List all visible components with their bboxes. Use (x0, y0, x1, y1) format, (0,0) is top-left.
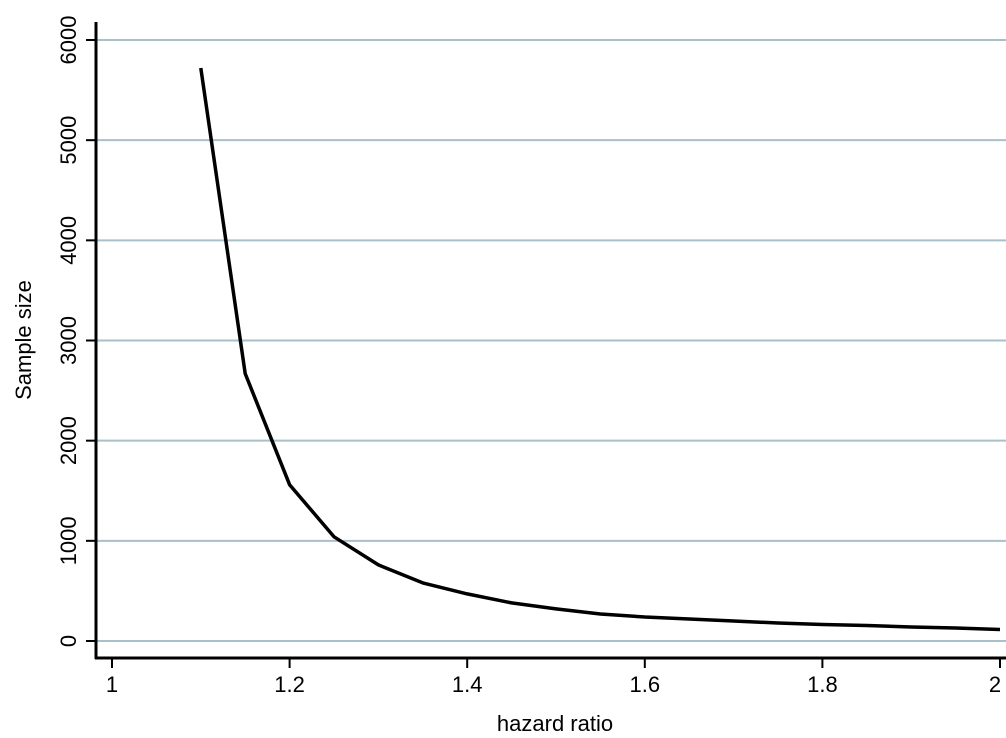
x-tick-label: 1.2 (274, 672, 305, 697)
x-tick-label: 2 (989, 672, 1001, 697)
y-tick-label: 2000 (56, 416, 81, 465)
y-tick-label: 1000 (56, 516, 81, 565)
x-tick-label: 1.4 (452, 672, 483, 697)
y-axis-title: Sample size (11, 280, 36, 400)
x-tick-label: 1 (106, 672, 118, 697)
series-line (199, 67, 1001, 632)
y-tick-label: 4000 (56, 216, 81, 265)
y-tick-label: 5000 (56, 116, 81, 165)
y-tick-label: 6000 (56, 16, 81, 65)
y-tick-label: 0 (56, 635, 81, 647)
x-axis-title: hazard ratio (497, 711, 613, 736)
x-tick-label: 1.8 (807, 672, 838, 697)
x-tick-label: 1.6 (630, 672, 661, 697)
series (199, 67, 1001, 632)
y-tick-label: 3000 (56, 316, 81, 365)
ticks: 0 1000 2000 3000 4000 5000 6000 1 1.2 1.4 1.6 1.8 2 (56, 16, 1001, 697)
gridlines (96, 39, 1006, 642)
